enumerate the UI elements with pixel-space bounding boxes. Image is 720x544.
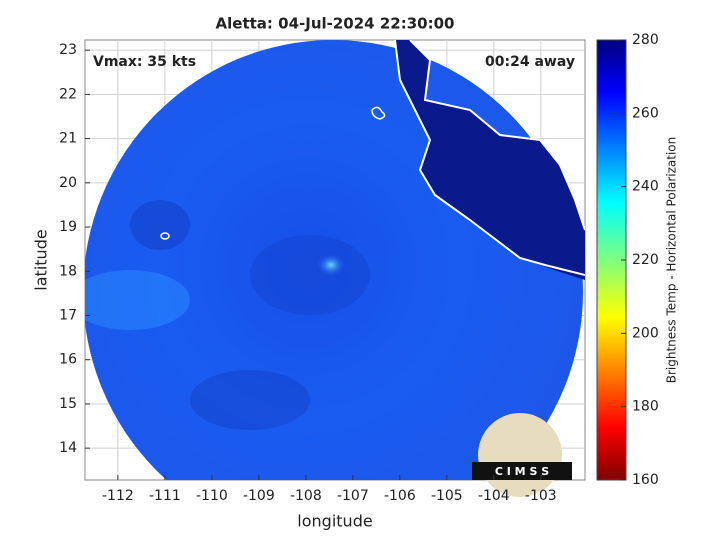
x-tick-label: -111 (149, 488, 181, 504)
y-axis-label: latitude (32, 229, 51, 290)
colorbar-label: Brightness Temp - Horizontal Polarizatio… (665, 137, 679, 384)
x-tick-label: -109 (243, 488, 275, 504)
x-tick-label: -103 (525, 488, 557, 504)
imagery (85, 40, 585, 480)
map-title: Aletta: 04-Jul-2024 22:30:00 (216, 15, 455, 33)
x-tick-label: -106 (384, 488, 416, 504)
y-tick-label: 21 (59, 131, 77, 147)
y-tick-label: 19 (59, 219, 77, 235)
y-tick-label: 16 (59, 352, 77, 368)
y-tick-label: 17 (59, 307, 77, 323)
y-tick-label: 15 (59, 396, 77, 412)
colorbar-tick-label: 200 (632, 325, 659, 341)
time-offset-label: 00:24 away (485, 54, 575, 70)
y-tick-label: 18 (59, 263, 77, 279)
x-tick-label: -105 (431, 488, 463, 504)
x-tick-label: -104 (478, 488, 510, 504)
colorbar-tick-label: 260 (632, 105, 659, 121)
colorbar-tick-label: 220 (632, 252, 659, 268)
x-tick-label: -108 (290, 488, 322, 504)
colorbar-tick-label: 280 (632, 32, 659, 48)
colorbar-tick-label: 180 (632, 399, 659, 415)
logo-text: C I M S S (495, 465, 549, 478)
x-tick-label: -107 (337, 488, 369, 504)
colorbar-tick-label: 160 (632, 472, 659, 488)
x-tick-label: -112 (102, 488, 134, 504)
colorbar-tick-label: 240 (632, 179, 659, 195)
x-axis-label: longitude (297, 512, 372, 531)
y-tick-label: 20 (59, 175, 77, 191)
y-tick-label: 14 (59, 440, 77, 456)
y-tick-label: 22 (59, 86, 77, 102)
y-tick-label: 23 (59, 42, 77, 58)
x-tick-label: -110 (196, 488, 228, 504)
intensity-label: Vmax: 35 kts (93, 54, 196, 70)
